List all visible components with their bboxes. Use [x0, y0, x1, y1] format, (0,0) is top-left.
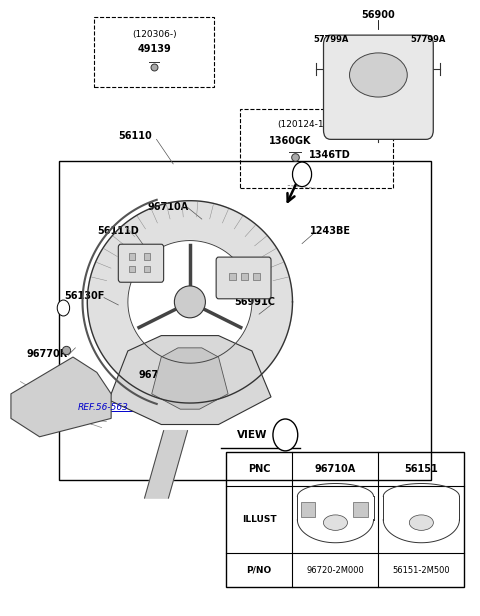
Polygon shape	[152, 348, 228, 409]
Text: 96710A: 96710A	[315, 464, 356, 474]
Bar	[129, 253, 135, 259]
Text: P/NO: P/NO	[246, 565, 272, 575]
Text: 96720-2M000: 96720-2M000	[307, 565, 364, 575]
Text: (120124-120306): (120124-120306)	[277, 120, 356, 129]
Bar	[144, 265, 150, 272]
FancyBboxPatch shape	[118, 244, 164, 282]
Bar	[253, 273, 260, 280]
Bar	[229, 273, 236, 280]
FancyBboxPatch shape	[324, 35, 433, 139]
Text: 1346TD: 1346TD	[309, 150, 351, 160]
Bar	[240, 108, 393, 188]
Text: 1243BE: 1243BE	[310, 226, 351, 237]
FancyBboxPatch shape	[216, 257, 271, 299]
Text: REF.56-563: REF.56-563	[78, 403, 129, 412]
Bar	[353, 501, 368, 517]
Text: 56110: 56110	[118, 131, 152, 141]
Text: 1360GK: 1360GK	[269, 136, 311, 146]
Text: PNC: PNC	[248, 464, 270, 474]
Bar	[226, 452, 464, 587]
Polygon shape	[109, 336, 271, 424]
Text: D: D	[61, 306, 66, 310]
Bar	[301, 501, 315, 517]
Bar	[144, 253, 150, 259]
Bar	[241, 273, 248, 280]
Text: 56151-2M500: 56151-2M500	[393, 565, 450, 575]
Text: 57799A: 57799A	[411, 35, 446, 44]
Text: (120306-): (120306-)	[132, 30, 177, 39]
Polygon shape	[144, 431, 188, 498]
Text: 57799A: 57799A	[313, 35, 348, 44]
Polygon shape	[11, 357, 111, 437]
Ellipse shape	[324, 515, 348, 530]
Text: 96710A: 96710A	[148, 202, 189, 212]
Text: 96770L: 96770L	[139, 370, 179, 381]
Text: 56900: 56900	[361, 10, 395, 20]
Circle shape	[57, 300, 70, 316]
Text: A: A	[299, 170, 305, 179]
Ellipse shape	[349, 53, 407, 97]
Ellipse shape	[409, 515, 433, 530]
Text: 56130F: 56130F	[65, 291, 105, 301]
Text: 49139: 49139	[137, 44, 171, 54]
Polygon shape	[87, 201, 292, 403]
Text: 56151: 56151	[405, 464, 438, 474]
Text: 56991C: 56991C	[234, 297, 275, 307]
Ellipse shape	[174, 286, 205, 318]
Text: 96770R: 96770R	[26, 349, 67, 359]
Circle shape	[273, 419, 298, 451]
Circle shape	[292, 162, 312, 187]
Bar	[129, 265, 135, 272]
Text: A: A	[282, 430, 289, 440]
Bar	[59, 161, 431, 480]
Polygon shape	[128, 240, 252, 363]
Text: VIEW: VIEW	[237, 430, 267, 440]
Text: ILLUST: ILLUST	[242, 515, 276, 524]
Bar	[95, 17, 214, 87]
Text: 56111D: 56111D	[97, 226, 139, 237]
